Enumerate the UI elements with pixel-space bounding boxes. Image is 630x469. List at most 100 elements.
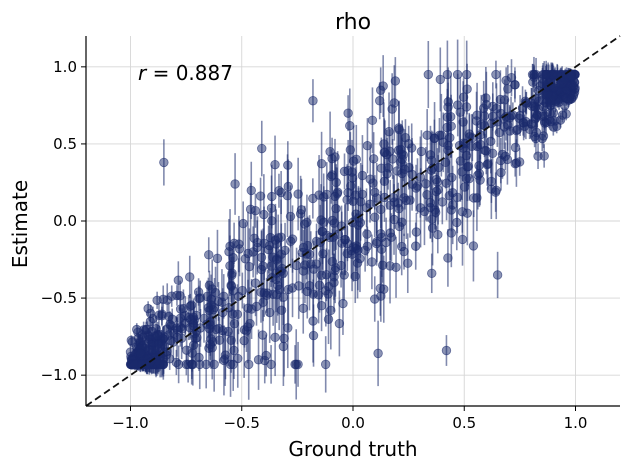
data-point	[531, 127, 542, 138]
data-point	[233, 353, 243, 364]
data-point	[442, 69, 453, 80]
data-point	[175, 313, 186, 324]
data-point	[518, 117, 528, 128]
data-point	[510, 80, 520, 90]
data-point	[403, 258, 413, 268]
data-point	[274, 186, 284, 196]
data-point	[315, 237, 325, 247]
data-point	[457, 167, 467, 177]
data-point	[302, 286, 312, 297]
data-point	[381, 237, 391, 248]
data-point	[220, 350, 231, 360]
data-point	[430, 205, 440, 215]
data-point	[204, 250, 214, 260]
data-point	[390, 76, 401, 86]
data-point	[429, 133, 440, 144]
axis-ticks: −1.0 −0.5 0.0 0.5 1.0 −1.0 −0.5 0.0 0.5 1.0	[41, 58, 588, 432]
data-point	[367, 115, 378, 126]
data-point	[187, 348, 197, 358]
data-point	[407, 143, 417, 153]
data-point	[267, 191, 277, 202]
data-point	[238, 218, 248, 229]
data-point	[458, 92, 469, 102]
data-point	[147, 345, 157, 355]
data-point	[323, 289, 333, 299]
data-point	[462, 84, 472, 94]
data-point	[328, 232, 338, 242]
data-point	[441, 345, 452, 356]
data-point	[279, 333, 289, 344]
data-point	[283, 160, 293, 170]
data-point	[190, 333, 201, 344]
data-point	[372, 237, 382, 247]
data-point	[331, 203, 341, 214]
data-point	[265, 307, 275, 318]
data-point	[378, 81, 388, 91]
data-point	[411, 227, 422, 237]
data-point	[308, 330, 319, 341]
data-point	[338, 298, 348, 309]
data-point	[268, 252, 278, 262]
data-point	[256, 252, 267, 263]
data-point	[407, 169, 417, 180]
data-point	[500, 151, 511, 161]
data-point	[357, 170, 368, 181]
data-point	[411, 241, 421, 251]
data-point	[431, 186, 442, 197]
data-point	[400, 133, 411, 143]
data-point	[566, 71, 576, 81]
data-point	[365, 174, 375, 184]
data-point	[397, 154, 407, 164]
data-point	[428, 163, 438, 173]
correlation-annotation: r = 0.887	[138, 61, 233, 85]
data-point	[350, 271, 360, 282]
data-point	[415, 203, 426, 213]
data-point	[471, 116, 482, 126]
data-point	[152, 331, 163, 341]
data-point	[266, 261, 276, 271]
data-point	[308, 193, 318, 204]
data-point	[487, 148, 498, 159]
data-point	[422, 190, 432, 200]
data-point	[317, 226, 328, 237]
data-point	[370, 212, 380, 222]
data-point	[205, 339, 216, 350]
data-point	[266, 359, 276, 370]
data-point	[340, 235, 350, 245]
data-point	[459, 182, 470, 192]
data-point	[433, 230, 443, 240]
data-point	[474, 161, 484, 171]
data-point	[401, 195, 412, 206]
data-point	[267, 216, 277, 226]
data-point	[209, 359, 219, 370]
data-point	[153, 339, 163, 350]
data-point	[248, 247, 258, 257]
data-point	[321, 270, 332, 280]
data-point	[242, 322, 253, 332]
data-point	[350, 190, 361, 200]
data-point	[446, 205, 457, 215]
data-points	[125, 39, 580, 400]
data-point	[342, 248, 352, 259]
data-point	[234, 239, 244, 249]
data-point	[427, 223, 438, 233]
data-point	[258, 297, 268, 307]
data-point	[336, 260, 346, 271]
data-point	[458, 117, 468, 127]
data-point	[212, 253, 223, 264]
y-tick-label: −1.0	[41, 366, 77, 384]
data-point	[397, 168, 407, 179]
data-point	[319, 217, 329, 227]
data-point	[432, 177, 443, 187]
y-tick-label: 0.5	[53, 135, 77, 153]
data-point	[256, 264, 267, 275]
data-point	[201, 359, 211, 370]
data-point	[199, 313, 209, 324]
data-point	[473, 170, 483, 180]
y-tick-label: 1.0	[53, 58, 77, 76]
data-point	[539, 151, 549, 161]
data-point	[494, 127, 505, 138]
data-point	[425, 150, 436, 160]
data-point	[263, 244, 274, 255]
data-point	[253, 355, 264, 365]
